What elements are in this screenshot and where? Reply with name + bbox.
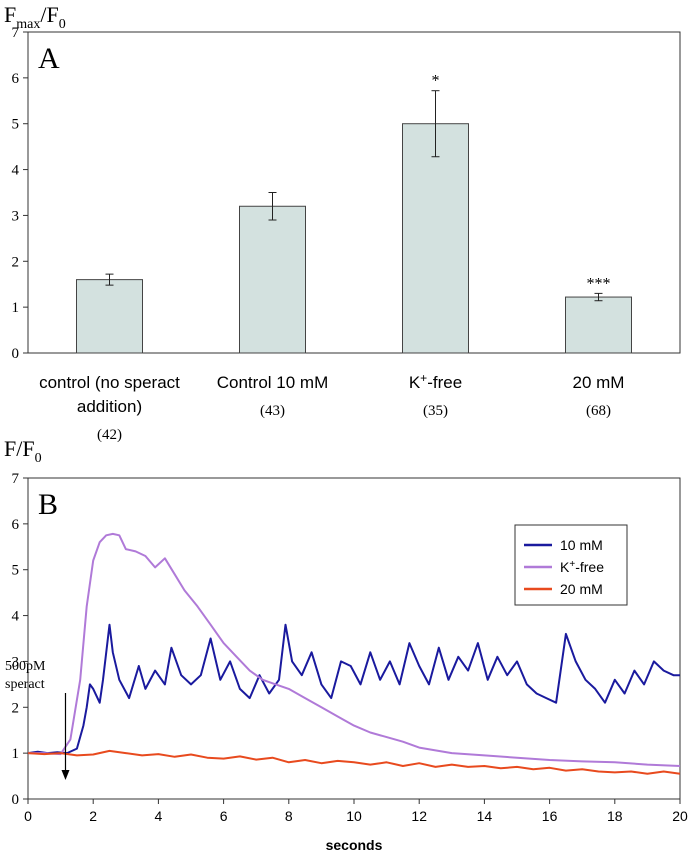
legend-label: 20 mM — [560, 581, 603, 597]
x-tick-label: 2 — [89, 808, 97, 824]
series-line — [27, 623, 680, 755]
bar — [76, 279, 143, 354]
legend-label: K+-free — [560, 559, 604, 575]
annotation-500pm: 500pM — [5, 659, 46, 674]
panel-a-y-axis: 0 1 2 3 4 5 6 7 — [12, 25, 28, 362]
panel-b-y-axis: 0 1 2 3 4 5 6 7 — [12, 471, 28, 808]
panel-a-x-axis-labels: control (no speract addition) (42) Control … — [39, 371, 624, 443]
y-tick-label: 2 — [12, 254, 20, 270]
y-tick-label: 7 — [12, 471, 20, 487]
x-tick-label: 12 — [411, 808, 427, 824]
x-tick-label: 10 — [346, 808, 362, 824]
significance-marker: *** — [587, 275, 611, 292]
y-tick-label: 1 — [12, 300, 20, 316]
x-tick-label: 0 — [24, 808, 32, 824]
x-axis-title: seconds — [326, 837, 383, 853]
panel-b-x-axis: 0 2 4 6 8 10 12 14 16 18 20 seconds — [24, 799, 688, 853]
category-n: (35) — [423, 403, 448, 419]
y-tick-label: 2 — [12, 700, 20, 716]
category-label: 20 mM — [573, 373, 625, 392]
speract-annotation: 500pM speract — [5, 659, 70, 780]
category-n: (43) — [260, 403, 285, 419]
y-tick-label: 6 — [12, 71, 20, 87]
y-tick-label: 0 — [12, 346, 20, 362]
y-tick-label: 4 — [12, 163, 20, 179]
panel-a-bars: **** — [76, 73, 632, 354]
bar — [239, 205, 306, 354]
y-tick-label: 3 — [12, 208, 20, 224]
x-tick-label: 20 — [672, 808, 688, 824]
y-tick-label: 7 — [12, 25, 20, 41]
panel-b-label: B — [38, 488, 58, 521]
x-tick-label: 14 — [477, 808, 493, 824]
x-tick-label: 6 — [220, 808, 228, 824]
series-line — [27, 749, 681, 775]
y-tick-label: 4 — [12, 609, 20, 625]
x-tick-label: 18 — [607, 808, 623, 824]
category-label: Control 10 mM — [217, 373, 328, 392]
category-n: (68) — [586, 403, 611, 419]
bar — [565, 296, 632, 354]
panel-a-y-label: Fmax/F0 — [4, 2, 66, 32]
category-label: control (no speract — [39, 373, 180, 392]
panel-b-y-label: F/F0 — [4, 436, 42, 466]
y-tick-label: 5 — [12, 563, 20, 579]
panel-a-frame — [27, 31, 681, 354]
x-tick-label: 4 — [155, 808, 163, 824]
annotation-speract: speract — [5, 677, 45, 692]
category-label: K+-free — [409, 371, 462, 392]
x-tick-label: 16 — [542, 808, 558, 824]
series-line — [28, 532, 681, 767]
y-tick-label: 6 — [12, 517, 20, 533]
panel-a-label: A — [38, 42, 60, 75]
panel-b-series-lines — [27, 532, 681, 775]
y-tick-label: 3 — [12, 654, 20, 670]
category-n: (42) — [97, 427, 122, 443]
y-tick-label: 5 — [12, 117, 20, 133]
legend-label: 10 mM — [560, 537, 603, 553]
y-tick-label: 0 — [12, 792, 20, 808]
legend: 10 mM K+-free 20 mM — [514, 524, 628, 606]
significance-marker: * — [432, 73, 440, 90]
y-tick-label: 1 — [12, 746, 20, 762]
legend-box — [514, 524, 628, 606]
x-tick-label: 8 — [285, 808, 293, 824]
annotation-arrow-head — [61, 770, 70, 780]
bar — [402, 123, 469, 354]
category-label-line2: addition) — [77, 397, 142, 416]
